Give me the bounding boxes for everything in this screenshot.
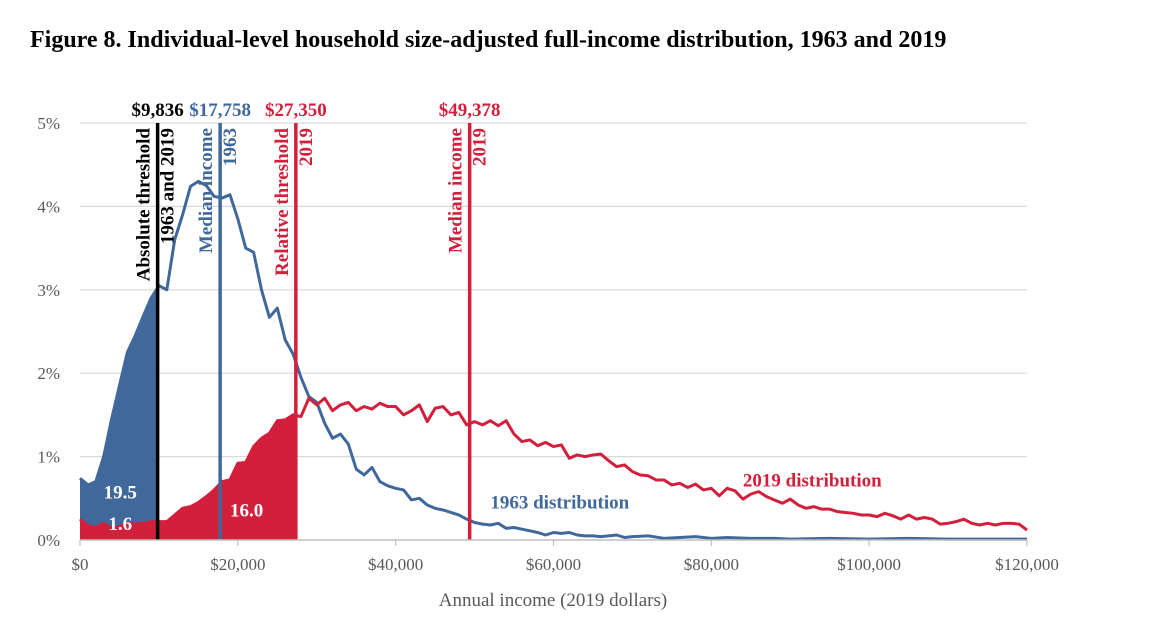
x-tick-label: $40,000 — [368, 555, 423, 574]
area-share-label: 16.0 — [230, 501, 263, 522]
reference-value-label: $27,350 — [265, 100, 327, 121]
x-tick-label: $60,000 — [526, 555, 581, 574]
reference-line-text: Median income — [196, 128, 217, 253]
annotations: 19.5 16.0 1.6 1963 distribution 2019 distrib… — [104, 471, 882, 535]
reference-value-label: $17,758 — [189, 100, 251, 121]
x-tick-label: $120,000 — [995, 555, 1059, 574]
chart-title: Figure 8. Individual-level household siz… — [30, 27, 946, 53]
y-tick-label: 5% — [37, 114, 60, 133]
axes: 0% 1% 2% 3% 4% 5% $0 $20,000 $40,000 $60,000 $80,0… — [37, 114, 1059, 574]
y-tick-label: 0% — [37, 531, 60, 550]
reference-line-text: 2019 — [470, 128, 491, 166]
x-tick-label: $80,000 — [684, 555, 739, 574]
x-tick-label: $100,000 — [837, 555, 901, 574]
x-tick-label: $20,000 — [210, 555, 265, 574]
y-tick-label: 3% — [37, 281, 60, 300]
gridlines — [80, 122, 1027, 458]
series-label: 2019 distribution — [743, 471, 882, 492]
series-label: 1963 distribution — [490, 492, 629, 513]
reference-line-text: 2019 — [296, 128, 317, 166]
area-share-label: 1.6 — [108, 514, 132, 535]
reference-line-text: 1963 — [220, 128, 241, 166]
area-share-label: 19.5 — [104, 482, 137, 503]
x-axis-label: Annual income (2019 dollars) — [439, 590, 667, 611]
y-tick-label: 4% — [37, 197, 60, 216]
series-lines — [79, 179, 1028, 541]
reference-line-text: Relative threshold — [272, 128, 293, 276]
shaded-area-0 — [80, 287, 158, 540]
reference-lines: $9,836 Absolute threshold 1963 and 2019 $17… — [131, 100, 501, 540]
reference-line-text: 1963 and 2019 — [158, 128, 179, 244]
y-tick-label: 2% — [37, 364, 60, 383]
shaded-area-1 — [80, 414, 296, 540]
series-line-1963 — [79, 179, 1027, 541]
y-tick-label: 1% — [37, 448, 60, 467]
reference-value-label: $49,378 — [439, 100, 501, 121]
x-tick-label: $0 — [72, 555, 89, 574]
series-line-2019 — [79, 396, 1028, 532]
reference-line-text: Absolute threshold — [134, 128, 155, 282]
reference-line-text: Median income — [446, 128, 467, 253]
reference-value-label: $9,836 — [131, 100, 183, 121]
